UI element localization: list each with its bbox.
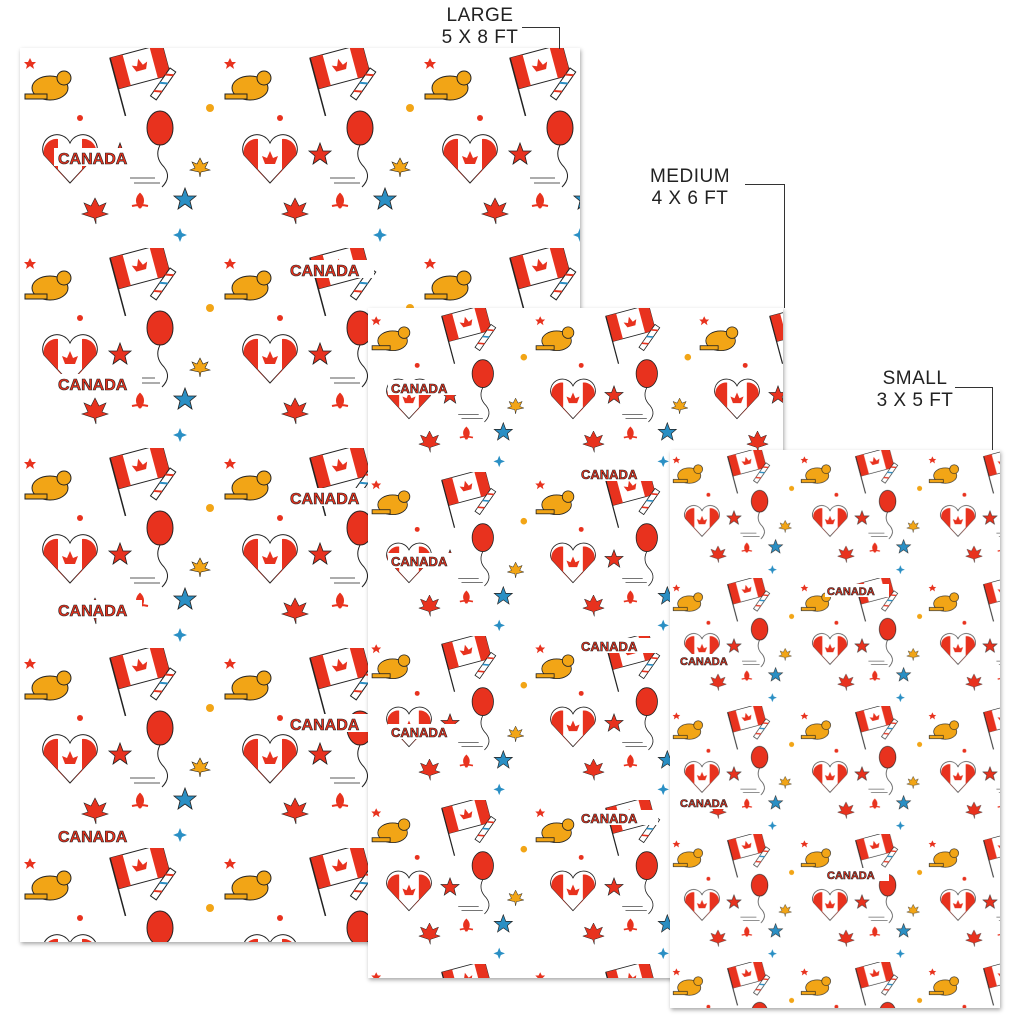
size-dimensions: 5 X 8 FT	[441, 27, 519, 48]
canada-text: CANADA	[391, 725, 448, 740]
canada-text: CANADA	[58, 829, 128, 846]
leader-line	[992, 387, 993, 450]
canada-text: CANADA	[58, 151, 128, 168]
canada-text: CANADA	[581, 811, 638, 826]
size-label-small: SMALL 3 X 5 FT	[845, 368, 985, 412]
size-label-large: LARGE 5 X 8 FT	[410, 5, 550, 49]
canada-text: CANADA	[290, 263, 360, 280]
canada-text: CANADA	[827, 586, 875, 598]
canada-text: CANADA	[680, 656, 728, 668]
leader-line	[559, 27, 560, 49]
canada-text: CANADA	[290, 491, 360, 508]
canada-text: CANADA	[58, 377, 128, 394]
canada-text: CANADA	[391, 381, 448, 396]
size-label-medium: MEDIUM 4 X 6 FT	[620, 166, 760, 210]
size-name: MEDIUM	[649, 166, 731, 187]
leader-line	[784, 184, 785, 308]
canada-text: CANADA	[827, 870, 875, 882]
size-dimensions: 4 X 6 FT	[651, 188, 729, 209]
leader-line	[955, 387, 993, 388]
canada-text: CANADA	[581, 467, 638, 482]
size-name: LARGE	[446, 5, 514, 26]
size-dimensions: 3 X 5 FT	[876, 390, 954, 411]
size-name: SMALL	[882, 368, 948, 389]
leader-line	[522, 27, 560, 28]
canada-text: CANADA	[680, 798, 728, 810]
rug-small: CANADA CANADA CANADA CANADA	[670, 450, 1000, 1008]
canada-text: CANADA	[581, 639, 638, 654]
leader-line	[745, 184, 785, 185]
rug-pattern: CANADA CANADA CANADA CANADA	[670, 450, 1000, 1008]
canada-text: CANADA	[391, 554, 448, 569]
canada-text: CANADA	[58, 603, 128, 620]
canada-text: CANADA	[290, 717, 360, 734]
